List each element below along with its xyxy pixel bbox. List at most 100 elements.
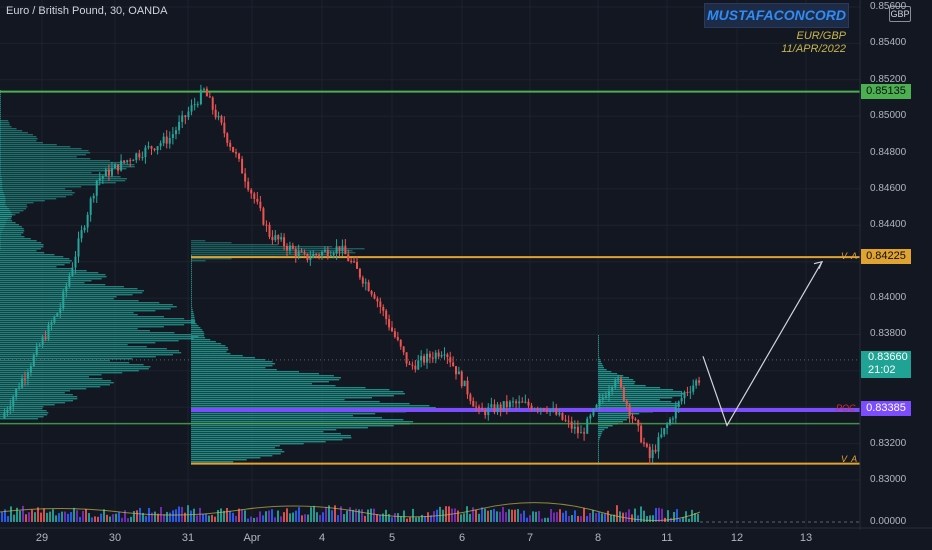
date-tick-label: 13 bbox=[799, 532, 813, 544]
candle-body bbox=[518, 401, 521, 404]
volume-bar bbox=[322, 512, 324, 522]
volume-bar bbox=[70, 512, 72, 522]
profile-bar-middle bbox=[191, 389, 390, 391]
volume-bar bbox=[466, 506, 468, 522]
candle-body bbox=[323, 249, 326, 252]
profile-bar-left bbox=[0, 396, 78, 398]
profile-bar-left bbox=[0, 298, 114, 300]
profile-bar-left bbox=[0, 178, 128, 180]
candle-body bbox=[680, 398, 683, 402]
volume-bar bbox=[19, 510, 21, 522]
candle-body bbox=[449, 357, 452, 363]
candle-body bbox=[651, 449, 654, 459]
date-tick-label: Apr bbox=[243, 532, 261, 544]
volume-bar bbox=[43, 508, 45, 522]
candle-body bbox=[614, 380, 617, 388]
profile-bar-right bbox=[598, 363, 603, 365]
volume-bar bbox=[52, 509, 54, 522]
profile-bar-middle bbox=[191, 397, 373, 399]
volume-bar bbox=[520, 513, 522, 522]
profile-bar-middle bbox=[191, 357, 256, 359]
volume-bar bbox=[226, 507, 228, 522]
profile-bar-left bbox=[0, 266, 57, 268]
profile-bar-middle bbox=[191, 363, 276, 365]
volume-bar bbox=[406, 518, 408, 522]
volume-bar bbox=[121, 517, 123, 522]
profile-bar-left bbox=[0, 244, 44, 246]
profile-bar-left bbox=[0, 100, 1, 102]
volume-bar bbox=[349, 507, 351, 522]
profile-bar-left bbox=[0, 230, 25, 232]
volume-bar bbox=[46, 512, 48, 522]
volume-bar bbox=[523, 510, 525, 522]
volume-bar bbox=[628, 509, 630, 522]
volume-bar bbox=[376, 514, 378, 522]
volume-bar bbox=[313, 505, 315, 522]
profile-bar-middle bbox=[191, 333, 205, 335]
profile-bar-middle bbox=[191, 341, 216, 343]
profile-bar-right bbox=[598, 417, 630, 419]
volume-bar bbox=[340, 506, 342, 522]
candle-body bbox=[9, 406, 12, 410]
candle-body bbox=[291, 245, 294, 249]
candle-body bbox=[573, 426, 576, 429]
profile-bar-left bbox=[0, 224, 6, 226]
profile-bar-left bbox=[0, 248, 1, 250]
profile-bar-right bbox=[598, 369, 607, 371]
profile-bar-left bbox=[0, 284, 106, 286]
candle-body bbox=[592, 408, 595, 416]
volume-bar bbox=[124, 510, 126, 522]
profile-bar-middle bbox=[191, 263, 192, 265]
volume-bar bbox=[487, 510, 489, 522]
volume-bar bbox=[676, 509, 678, 522]
volume-bar bbox=[58, 513, 60, 522]
candle-body bbox=[674, 406, 677, 419]
volume-bar bbox=[211, 514, 213, 522]
currency-badge[interactable]: GBP bbox=[889, 6, 911, 22]
volume-bar bbox=[34, 512, 36, 522]
candle-countdown: 21:02 bbox=[868, 364, 896, 376]
date-tick-label: 12 bbox=[730, 532, 744, 544]
volume-bar bbox=[82, 511, 84, 522]
candle-body bbox=[446, 354, 449, 358]
candle-body bbox=[692, 385, 695, 392]
volume-bar bbox=[691, 509, 693, 522]
volume-bar bbox=[7, 516, 9, 522]
volume-bar bbox=[244, 510, 246, 522]
profile-bar-middle bbox=[191, 459, 247, 461]
profile-bar-left bbox=[0, 374, 102, 376]
profile-bar-middle bbox=[191, 419, 404, 421]
profile-bar-right bbox=[598, 447, 599, 449]
candle-body bbox=[24, 378, 26, 380]
profile-bar-left bbox=[0, 230, 3, 232]
candle-body bbox=[391, 327, 393, 332]
profile-bar-left bbox=[0, 336, 199, 338]
profile-bar-middle bbox=[191, 299, 192, 301]
date-tick-label: 29 bbox=[35, 532, 49, 544]
profile-bar-middle bbox=[191, 369, 277, 371]
profile-bar-left bbox=[0, 158, 91, 160]
profile-bar-left bbox=[0, 258, 70, 260]
profile-bar-left bbox=[0, 278, 102, 280]
profile-bar-middle bbox=[191, 343, 222, 345]
profile-bar-middle bbox=[191, 351, 227, 353]
volume-bar bbox=[76, 510, 78, 522]
volume-bar bbox=[166, 511, 168, 522]
candle-body bbox=[171, 134, 174, 138]
profile-bar-left bbox=[0, 140, 37, 142]
volume-bar bbox=[193, 508, 195, 522]
profile-bar-middle bbox=[191, 242, 232, 244]
profile-bar-left bbox=[0, 412, 49, 414]
candle-body bbox=[428, 353, 431, 358]
volume-bar bbox=[430, 515, 432, 522]
profile-bar-left bbox=[0, 164, 135, 166]
candle-body bbox=[669, 419, 672, 425]
candle-body bbox=[217, 116, 220, 118]
profile-bar-left bbox=[0, 316, 164, 318]
volume-bar bbox=[271, 509, 273, 522]
date-tick-label: 8 bbox=[594, 532, 602, 544]
candle-body bbox=[338, 246, 341, 251]
profile-bar-left bbox=[0, 208, 27, 210]
profile-bar-left bbox=[0, 220, 7, 222]
